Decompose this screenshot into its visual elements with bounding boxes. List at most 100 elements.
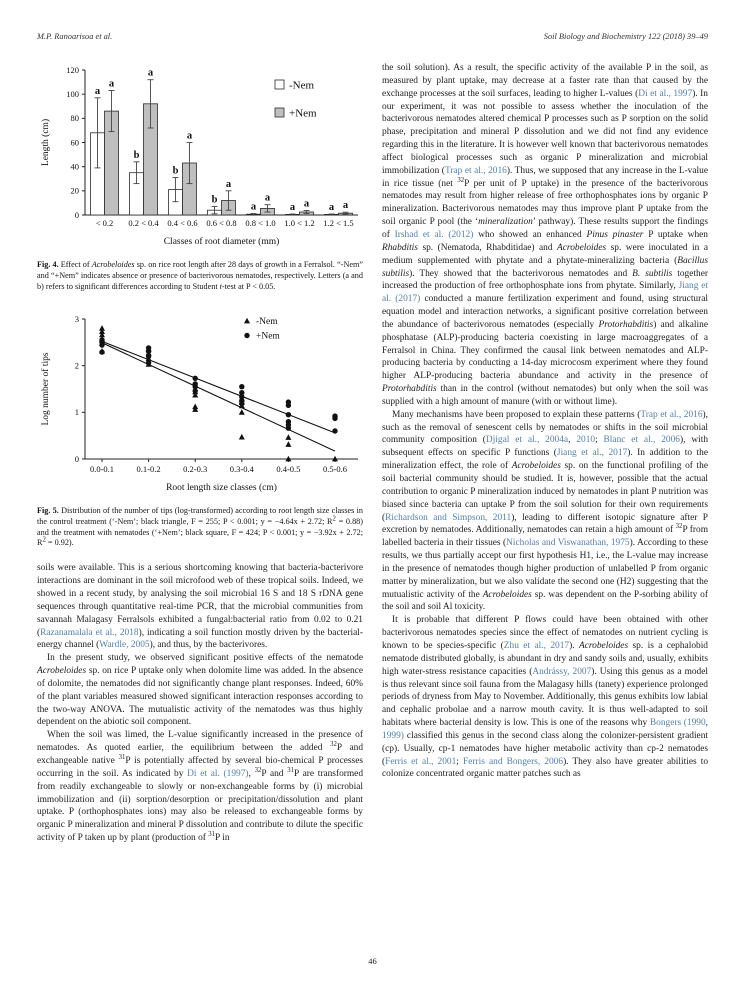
text-segment: ; bbox=[595, 435, 604, 446]
text-segment: Fig. 5. bbox=[37, 505, 59, 515]
text-segment: Acrobeloides bbox=[37, 666, 87, 677]
text-segment: ). Thus, we supposed that any increase i… bbox=[382, 165, 708, 189]
paragraph: the soil solution). As a result, the spe… bbox=[382, 62, 708, 409]
citation-link[interactable]: Ferris et al., 2001 bbox=[385, 756, 457, 767]
text-segment: = 0.92). bbox=[45, 538, 74, 548]
text-segment: 31 bbox=[118, 753, 126, 761]
citation-link[interactable]: Wardle, 2005 bbox=[99, 640, 150, 651]
citation-link[interactable]: Richardson and Simpson, 2011 bbox=[385, 512, 512, 523]
figure5-svg: 0 1 2 3 0.0-0.1 0.1-0.2 0.2-0.3 0.3-0.4 0.4-0.5 0… bbox=[40, 314, 358, 493]
text-segment: 32 bbox=[457, 176, 465, 184]
svg-text:1: 1 bbox=[75, 407, 79, 417]
svg-text:0.2 < 0.4: 0.2 < 0.4 bbox=[128, 218, 159, 228]
text-segment: B. subtilis bbox=[632, 268, 673, 279]
svg-text:-Nem: -Nem bbox=[256, 317, 278, 327]
svg-text:0: 0 bbox=[75, 454, 79, 464]
text-segment: In the present study, we observed signif… bbox=[47, 653, 363, 664]
citation-link[interactable]: Di et al. (1997) bbox=[187, 768, 249, 779]
citation-link[interactable]: Zhu et al., 2017 bbox=[503, 640, 570, 651]
svg-text:a: a bbox=[95, 86, 101, 97]
citation-link[interactable]: Djigal et al., 2004a bbox=[485, 435, 569, 446]
text-segment: Bacillus subtilis bbox=[382, 255, 708, 279]
text-segment: together increased the production of fre… bbox=[382, 268, 708, 292]
citation-link[interactable]: 2010 bbox=[576, 435, 596, 446]
text-segment: -test at P < 0.05. bbox=[221, 281, 276, 291]
svg-text:0.2-0.3: 0.2-0.3 bbox=[183, 464, 207, 474]
svg-text:< 0.2: < 0.2 bbox=[96, 218, 114, 228]
citation-link[interactable]: Trap et al., 2016 bbox=[640, 409, 703, 420]
text-segment: ). They showed that the bacterivorous ne… bbox=[409, 268, 633, 279]
text-segment: ), leading to different isotopic signatu… bbox=[382, 512, 708, 536]
text-segment: ), such as the removal of senescent cell… bbox=[382, 409, 708, 446]
text-segment: ). According to these results, we thus p… bbox=[382, 538, 708, 600]
text-segment: who showed an enhanced bbox=[473, 229, 587, 240]
text-segment: ). In addition to the mineralization eff… bbox=[382, 448, 708, 472]
text-segment: ). In our experiment, it was not possibl… bbox=[382, 88, 708, 176]
text-segment: ), and thus, by the bacterivores. bbox=[149, 640, 268, 651]
page-header: M.P. Ranoarisoa et al. Soil Biology and … bbox=[37, 32, 708, 41]
svg-text:80: 80 bbox=[71, 113, 80, 123]
text-segment: It is probable that different P flows co… bbox=[382, 615, 708, 651]
svg-text:a: a bbox=[329, 202, 335, 213]
svg-text:3: 3 bbox=[75, 314, 79, 324]
citation-link[interactable]: Razanamalala et al., 2018 bbox=[40, 627, 139, 638]
citation-link[interactable]: Bongers (1990 bbox=[649, 718, 706, 729]
citation-link[interactable]: Andrássy, 2007 bbox=[532, 666, 592, 677]
svg-text:0.4-0.5: 0.4-0.5 bbox=[276, 464, 300, 474]
text-segment: conducted a manure fertilization experim… bbox=[382, 294, 708, 330]
svg-text:2: 2 bbox=[75, 360, 79, 370]
text-segment: mineralization bbox=[478, 217, 533, 228]
text-segment: Distribution of the number of tips (log-… bbox=[37, 505, 363, 526]
svg-text:100: 100 bbox=[66, 89, 79, 99]
text-segment: Effect of bbox=[58, 260, 92, 269]
text-segment: Many mechanisms have been proposed to ex… bbox=[392, 409, 641, 420]
svg-text:1.0 < 1.2: 1.0 < 1.2 bbox=[284, 218, 314, 228]
svg-text:b: b bbox=[134, 150, 140, 161]
paragraph: When the soil was limed, the L-value sig… bbox=[37, 729, 363, 845]
citation-link[interactable]: Ferris and Bongers, 2006 bbox=[463, 756, 564, 767]
text-segment: P per unit of P uptake) in the presence … bbox=[382, 178, 708, 228]
svg-text:Classes of root diameter (mm): Classes of root diameter (mm) bbox=[164, 236, 280, 247]
text-segment: than in the control (without nematodes) … bbox=[382, 384, 708, 407]
citation-link[interactable]: 1999) bbox=[382, 730, 404, 741]
text-segment: P uptake when bbox=[643, 229, 708, 240]
citation-link[interactable]: Trap et al., 2016 bbox=[444, 165, 507, 176]
text-segment: 31 bbox=[287, 766, 294, 774]
svg-text:a: a bbox=[265, 193, 271, 204]
svg-text:+Nem: +Nem bbox=[256, 331, 280, 341]
citation-link[interactable]: Jiang et al., 2017 bbox=[556, 448, 628, 459]
scatter-chart-fig5: 0 1 2 3 0.0-0.1 0.1-0.2 0.2-0.3 0.3-0.4 0.4-0.5 0… bbox=[37, 313, 363, 498]
text-segment: 32 bbox=[675, 523, 683, 531]
citation-link[interactable]: Irshad et al. (2012) bbox=[394, 229, 474, 240]
text-segment: When the soil was limed, the L-value sig… bbox=[37, 730, 363, 754]
svg-text:20: 20 bbox=[71, 186, 80, 196]
citation-link[interactable]: Jiang et al. (2017) bbox=[382, 281, 709, 305]
text-segment: sp. on rice P uptake only when dolomite … bbox=[37, 666, 363, 728]
citation-link[interactable]: Blanc et al., 2006 bbox=[603, 435, 680, 446]
text-segment: P is potentially affected by several bio… bbox=[37, 756, 364, 779]
text-segment: sp. on rice root length after 28 days of… bbox=[37, 260, 363, 291]
text-segment: ). Using this genus as a model is thus r… bbox=[382, 666, 709, 729]
svg-text:0.4 < 0.6: 0.4 < 0.6 bbox=[167, 218, 197, 228]
text-segment: ), indicating a soil function mostly dri… bbox=[37, 627, 363, 651]
text-segment: ) and alkaline phosphatase (ALP)-produci… bbox=[382, 319, 708, 382]
citation-link[interactable]: Nicholas and Viswanathan, 1975 bbox=[506, 538, 630, 549]
text-segment: P and exchangeable native bbox=[37, 743, 364, 766]
svg-text:a: a bbox=[290, 202, 296, 213]
figure-5: 0 1 2 3 0.0-0.1 0.1-0.2 0.2-0.3 0.3-0.4 0.4-0.5 0… bbox=[37, 313, 363, 550]
svg-text:0.1-0.2: 0.1-0.2 bbox=[137, 464, 161, 474]
text-segment: ). bbox=[569, 640, 579, 651]
text-segment: Protorhabditis bbox=[382, 384, 437, 395]
figure-5-caption: Fig. 5. Distribution of the number of ti… bbox=[37, 506, 363, 550]
right-column-text: the soil solution). As a result, the spe… bbox=[382, 62, 708, 781]
bar-chart-fig4: 0 20 40 60 80 100 120 < 0.2 a a 0.2 < 0.4 b a 0.4 < 0… bbox=[37, 62, 363, 252]
journal-reference: Soil Biology and Biochemistry 122 (2018)… bbox=[543, 32, 708, 41]
svg-text:b: b bbox=[212, 195, 218, 206]
text-segment: sp. was dependent on the P-sorbing abili… bbox=[382, 589, 708, 613]
text-segment: , bbox=[705, 718, 708, 729]
running-author: M.P. Ranoarisoa et al. bbox=[37, 32, 113, 41]
two-column-layout: 0 20 40 60 80 100 120 < 0.2 a a 0.2 < 0.4 b a 0.4 < 0… bbox=[37, 62, 708, 845]
citation-link[interactable]: Di et al., 1997 bbox=[638, 88, 693, 99]
text-segment: Acrobeloides bbox=[578, 640, 629, 651]
